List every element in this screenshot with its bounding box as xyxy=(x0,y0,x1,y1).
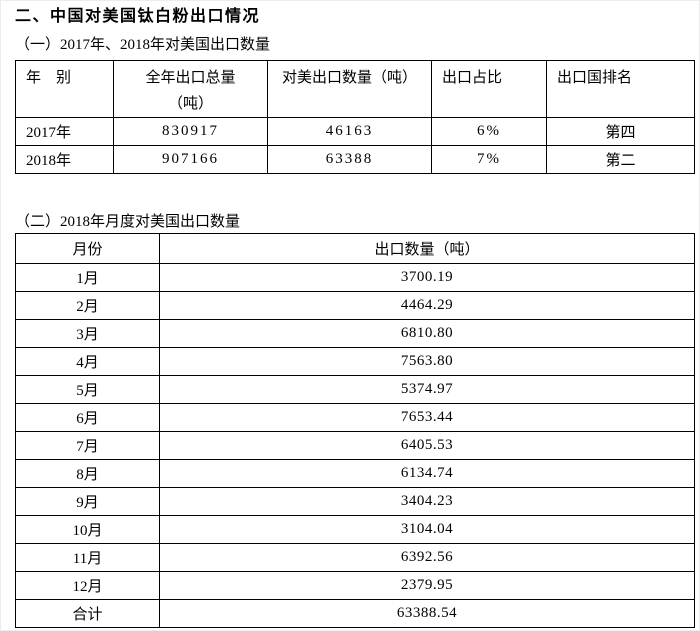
header-cell-quantity: 出口数量（吨） xyxy=(159,233,695,264)
document-title: 二、中国对美国钛白粉出口情况 xyxy=(15,8,261,25)
table-row-mar: 3月 6810.80 xyxy=(15,319,695,348)
table-row-dec: 12月 2379.95 xyxy=(15,571,695,600)
cell-quantity: 7653.44 xyxy=(159,403,695,432)
cell-export-share: 7% xyxy=(431,145,547,174)
cell-quantity: 3404.23 xyxy=(159,487,695,516)
table-row-jul: 7月 6405.53 xyxy=(15,431,695,460)
header-cell-year: 年 别 xyxy=(15,60,114,118)
cell-country-rank: 第四 xyxy=(546,117,695,146)
cell-year: 2017年 xyxy=(15,117,114,146)
table-row-2018: 2018年 907166 63388 7% 第二 xyxy=(15,145,695,174)
cell-quantity: 3104.04 xyxy=(159,515,695,544)
cell-total-export: 830917 xyxy=(113,117,268,146)
header-cell-us-export: 对美出口数量（吨） xyxy=(267,60,432,118)
table-row-may: 5月 5374.97 xyxy=(15,375,695,404)
cell-month: 9月 xyxy=(15,487,160,516)
cell-country-rank: 第二 xyxy=(546,145,695,174)
table-row-sep: 9月 3404.23 xyxy=(15,487,695,516)
section-monthly-heading: （二）2018年月度对美国出口数量 xyxy=(15,214,241,230)
table-row-nov: 11月 6392.56 xyxy=(15,543,695,572)
cell-us-export: 46163 xyxy=(267,117,432,146)
cell-month: 4月 xyxy=(15,347,160,376)
cell-quantity: 6392.56 xyxy=(159,543,695,572)
cell-month: 10月 xyxy=(15,515,160,544)
section-annual-heading: （一）2017年、2018年对美国出口数量 xyxy=(15,37,271,53)
table-row-2017: 2017年 830917 46163 6% 第四 xyxy=(15,117,695,146)
monthly-header-row: 月份 出口数量（吨） xyxy=(15,233,695,264)
table-row-jan: 1月 3700.19 xyxy=(15,263,695,292)
cell-total-quantity: 63388.54 xyxy=(159,599,695,628)
cell-month: 6月 xyxy=(15,403,160,432)
header-cell-export-share: 出口占比 xyxy=(431,60,547,118)
header-cell-month: 月份 xyxy=(15,233,160,264)
cell-month: 7月 xyxy=(15,431,160,460)
cell-total-export: 907166 xyxy=(113,145,268,174)
table-row-aug: 8月 6134.74 xyxy=(15,459,695,488)
cell-month: 5月 xyxy=(15,375,160,404)
cell-month: 3月 xyxy=(15,319,160,348)
table-row-feb: 2月 4464.29 xyxy=(15,291,695,320)
cell-export-share: 6% xyxy=(431,117,547,146)
cell-total-label: 合计 xyxy=(15,599,160,628)
table-row-jun: 6月 7653.44 xyxy=(15,403,695,432)
annual-export-table: 年 别 全年出口总量 （吨） 对美出口数量（吨） 出口占比 出口国排名 2017… xyxy=(15,60,695,174)
cell-quantity: 6810.80 xyxy=(159,319,695,348)
cell-year: 2018年 xyxy=(15,145,114,174)
cell-month: 8月 xyxy=(15,459,160,488)
cell-quantity: 3700.19 xyxy=(159,263,695,292)
cell-quantity: 7563.80 xyxy=(159,347,695,376)
cell-quantity: 2379.95 xyxy=(159,571,695,600)
annual-header-row: 年 别 全年出口总量 （吨） 对美出口数量（吨） 出口占比 出口国排名 xyxy=(15,60,695,118)
table-row-total: 合计 63388.54 xyxy=(15,599,695,628)
table-row-apr: 4月 7563.80 xyxy=(15,347,695,376)
header-cell-total-export: 全年出口总量 （吨） xyxy=(113,60,268,118)
cell-month: 2月 xyxy=(15,291,160,320)
cell-quantity: 4464.29 xyxy=(159,291,695,320)
cell-month: 11月 xyxy=(15,543,160,572)
cell-month: 1月 xyxy=(15,263,160,292)
table-row-oct: 10月 3104.04 xyxy=(15,515,695,544)
cell-month: 12月 xyxy=(15,571,160,600)
cell-quantity: 6134.74 xyxy=(159,459,695,488)
monthly-export-table: 月份 出口数量（吨） 1月 3700.19 2月 4464.29 3月 6810… xyxy=(15,233,695,628)
header-cell-country-rank: 出口国排名 xyxy=(546,60,695,118)
cell-quantity: 6405.53 xyxy=(159,431,695,460)
cell-us-export: 63388 xyxy=(267,145,432,174)
cell-quantity: 5374.97 xyxy=(159,375,695,404)
